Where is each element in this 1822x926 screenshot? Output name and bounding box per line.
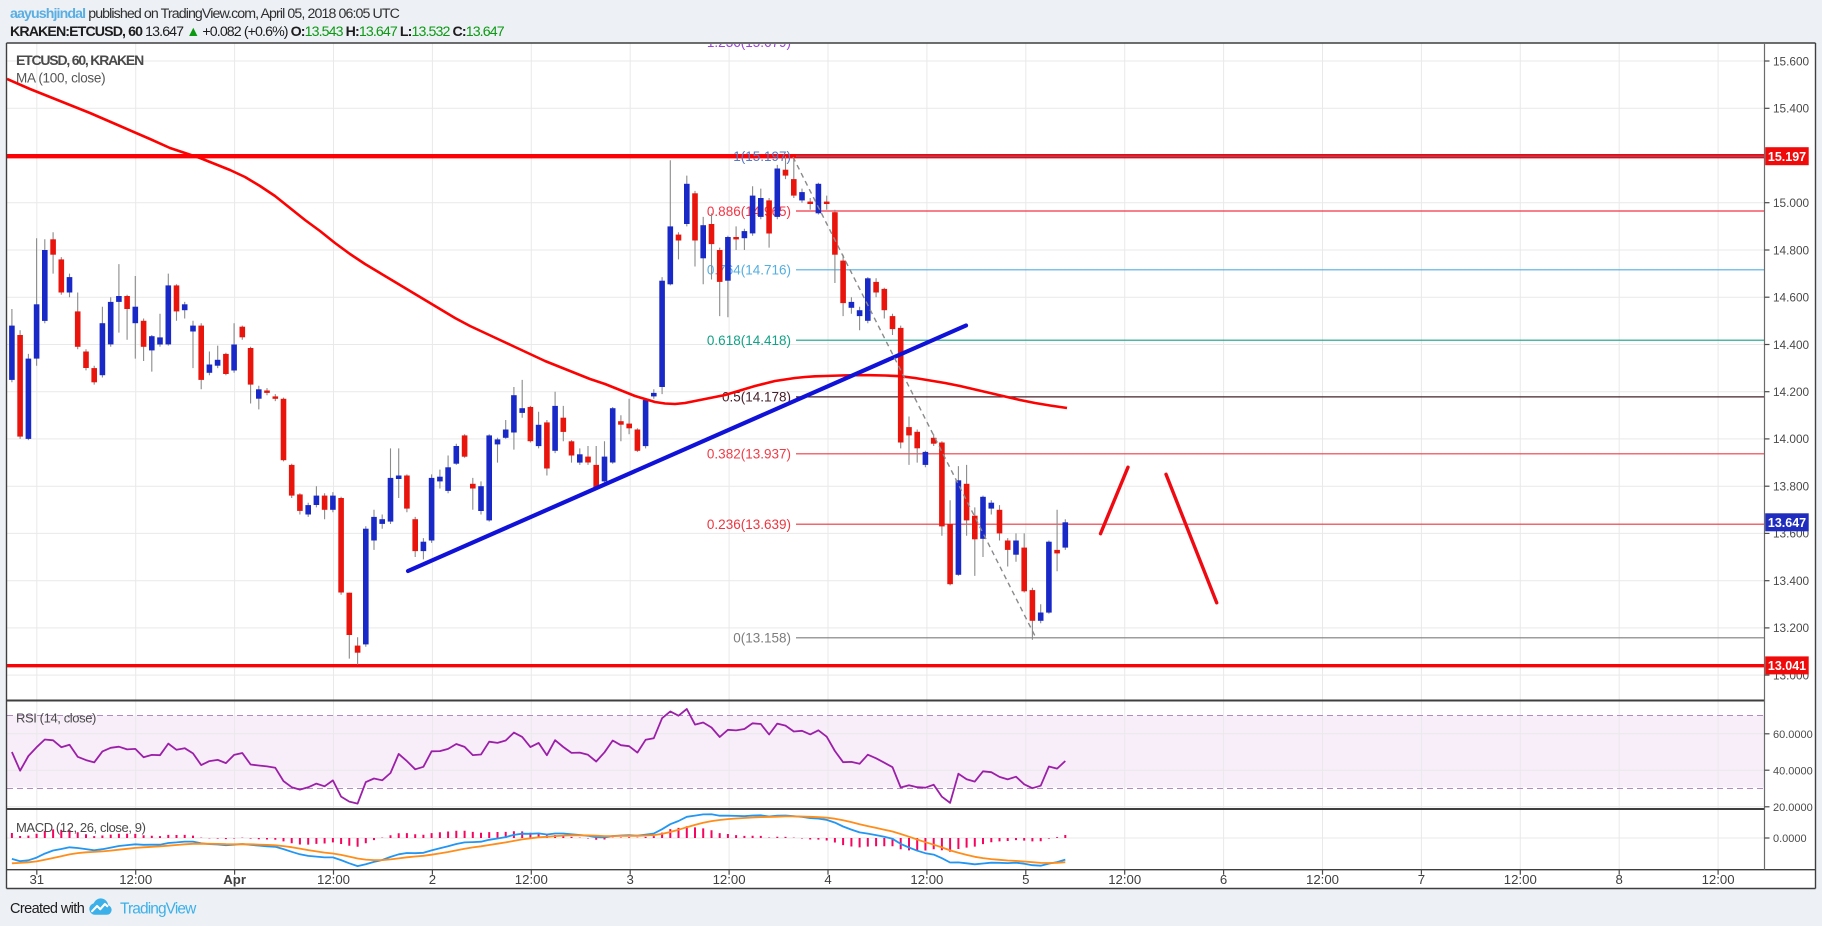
svg-text:14.800: 14.800 [1773, 243, 1810, 257]
svg-text:14.000: 14.000 [1773, 432, 1810, 446]
svg-text:12:00: 12:00 [1504, 872, 1537, 887]
svg-text:1.236(15.679): 1.236(15.679) [707, 35, 791, 50]
svg-text:aayushjindal published on Trad: aayushjindal published on TradingView.co… [10, 6, 400, 22]
svg-text:7: 7 [1418, 872, 1425, 887]
svg-text:12:00: 12:00 [713, 872, 746, 887]
svg-text:15.000: 15.000 [1773, 196, 1810, 210]
svg-text:12:00: 12:00 [515, 872, 548, 887]
svg-text:12:00: 12:00 [1108, 872, 1141, 887]
svg-text:13.800: 13.800 [1773, 480, 1810, 494]
svg-text:12:00: 12:00 [119, 872, 152, 887]
svg-text:5: 5 [1022, 872, 1029, 887]
svg-text:MACD (12, 26, close, 9): MACD (12, 26, close, 9) [16, 820, 146, 835]
svg-text:15.197: 15.197 [1768, 150, 1806, 164]
svg-text:Created with: Created with [10, 901, 85, 917]
svg-text:0.0000: 0.0000 [1773, 833, 1807, 845]
svg-text:14.200: 14.200 [1773, 385, 1810, 399]
svg-text:1(15.197): 1(15.197) [733, 149, 791, 164]
svg-text:13.647: 13.647 [1768, 516, 1806, 530]
svg-text:0(13.158): 0(13.158) [733, 631, 791, 646]
svg-text:14.400: 14.400 [1773, 338, 1810, 352]
svg-text:TradingView: TradingView [120, 901, 197, 918]
svg-text:0.382(13.937): 0.382(13.937) [707, 447, 791, 462]
svg-text:60.0000: 60.0000 [1773, 729, 1813, 741]
svg-text:13.041: 13.041 [1768, 659, 1806, 673]
svg-text:6: 6 [1220, 872, 1227, 887]
svg-text:14.600: 14.600 [1773, 291, 1810, 305]
svg-text:12:00: 12:00 [910, 872, 943, 887]
svg-text:12:00: 12:00 [1306, 872, 1339, 887]
svg-text:13.400: 13.400 [1773, 574, 1810, 588]
svg-text:2: 2 [429, 872, 436, 887]
svg-text:3: 3 [627, 872, 634, 887]
svg-text:Apr: Apr [223, 872, 246, 887]
svg-text:40.0000: 40.0000 [1773, 766, 1813, 778]
svg-text:0.5(14.178): 0.5(14.178) [722, 390, 791, 405]
svg-text:13.200: 13.200 [1773, 621, 1810, 635]
svg-text:12:00: 12:00 [1702, 872, 1735, 887]
svg-text:31: 31 [29, 872, 44, 887]
svg-text:15.400: 15.400 [1773, 102, 1810, 116]
svg-text:12:00: 12:00 [317, 872, 350, 887]
svg-text:RSI (14, close): RSI (14, close) [16, 711, 96, 726]
svg-text:4: 4 [824, 872, 831, 887]
svg-text:KRAKEN:ETCUSD, 60 13.647 ▲ +0.: KRAKEN:ETCUSD, 60 13.647 ▲ +0.082 (+0.6%… [10, 24, 505, 40]
svg-text:MA (100, close): MA (100, close) [16, 71, 105, 86]
svg-text:8: 8 [1616, 872, 1623, 887]
svg-text:20.0000: 20.0000 [1773, 802, 1813, 814]
svg-text:15.600: 15.600 [1773, 54, 1810, 68]
svg-text:0.618(14.418): 0.618(14.418) [707, 333, 791, 348]
svg-text:ETCUSD, 60, KRAKEN: ETCUSD, 60, KRAKEN [16, 52, 144, 68]
svg-text:0.236(13.639): 0.236(13.639) [707, 517, 791, 532]
